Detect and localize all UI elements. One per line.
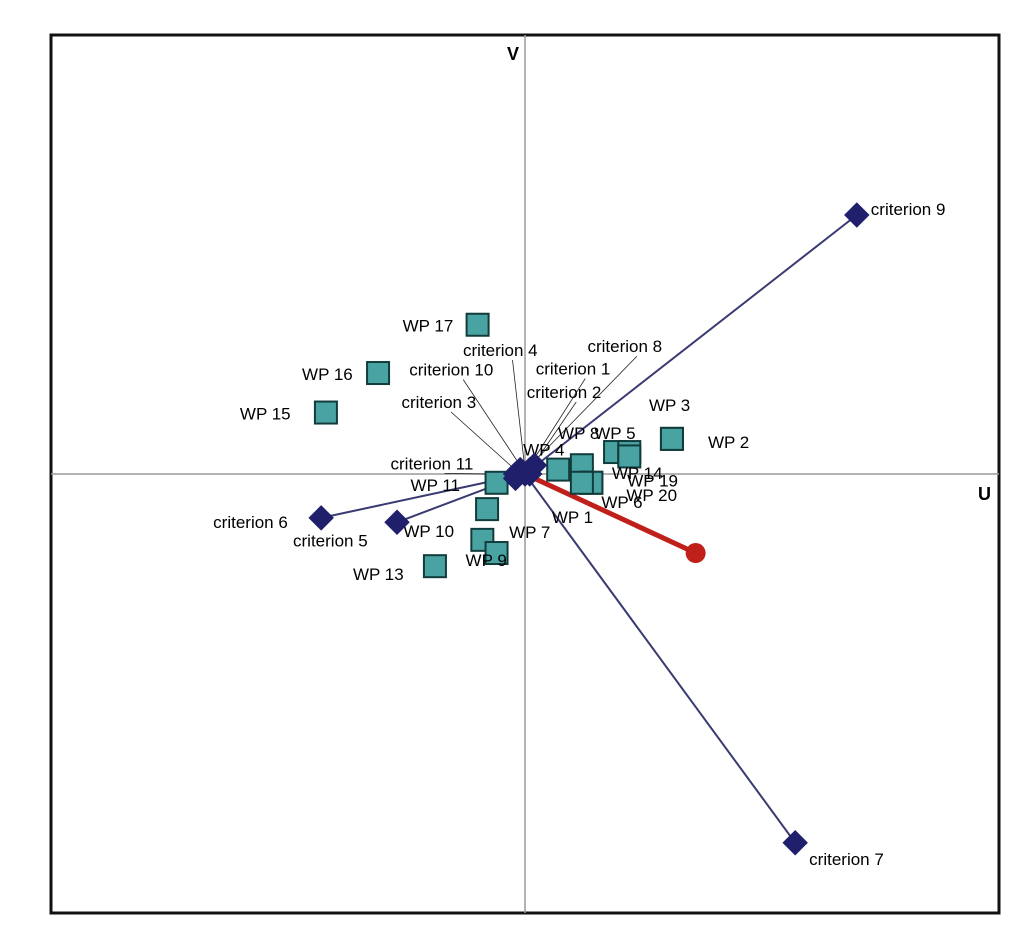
wp-16-marker: [366, 361, 391, 386]
criterion-7-marker: [782, 830, 808, 856]
wp-8-label: WP 8: [558, 424, 599, 443]
criterion-4-leader: [512, 359, 526, 471]
wp-16-label: WP 16: [302, 365, 353, 384]
criterion-1-label: criterion 1: [536, 360, 611, 379]
decision-axis: [523, 471, 706, 564]
criterion-7-label: criterion 7: [809, 850, 884, 869]
wp-17-marker: [465, 312, 490, 337]
criterion-7-line: [524, 473, 796, 844]
criterion-5-marker: [384, 509, 410, 536]
criterion-2-label: criterion 2: [527, 383, 602, 402]
wp-17-label: WP 17: [403, 317, 454, 336]
criterion-5-label: criterion 5: [293, 531, 368, 550]
wp-9-marker: [484, 541, 509, 566]
wp-10-label: WP 10: [403, 522, 454, 541]
wp-1-marker: [569, 470, 594, 495]
criterion-4-label: criterion 4: [463, 341, 538, 360]
wp-2-marker: [659, 426, 684, 451]
criterion-10-leader: [462, 379, 521, 466]
wp-19-marker: [617, 444, 642, 469]
wp-20-label: WP 20: [626, 486, 677, 505]
u-axis-label: U: [978, 484, 991, 504]
wp-7-label: WP 7: [509, 523, 550, 542]
wp-13-marker: [422, 554, 447, 579]
criterion-11-label: criterion 11: [391, 454, 474, 473]
decision-axis-line: [523, 471, 697, 556]
criterion-6-label: criterion 6: [213, 513, 288, 532]
criterion-11-marker: [502, 465, 529, 492]
wp-13-label: WP 13: [353, 565, 404, 584]
criterion-9-line: [524, 214, 858, 475]
criterion-10-label: criterion 10: [409, 361, 493, 380]
wp-2-label: WP 2: [708, 433, 749, 452]
wp-3-label: WP 3: [649, 396, 690, 415]
criterion-9-label: criterion 9: [871, 200, 946, 219]
wp-5-label: WP 5: [594, 424, 635, 443]
wp-19-label: WP 19: [627, 471, 678, 490]
wp-6-label: WP 6: [601, 493, 642, 512]
criterion-8-label: criterion 8: [587, 337, 662, 356]
decision-axis-endpoint: [685, 543, 706, 564]
wp-4-label: WP 4: [523, 441, 564, 460]
wp-9-label: WP 9: [466, 551, 507, 570]
criterion-3-label: criterion 3: [402, 393, 477, 412]
criterion-1-leader: [529, 378, 586, 466]
criterion-9-marker: [844, 202, 870, 228]
criterion-8-leader: [534, 355, 638, 462]
wp-14-label: WP 14: [612, 464, 663, 483]
wp-7-marker: [475, 497, 500, 522]
wp-4-marker: [546, 457, 571, 482]
wp-15-marker: [313, 400, 338, 425]
v-axis-label: V: [507, 44, 519, 64]
criterion-3-leader: [450, 411, 516, 471]
wp-1-label: WP 1: [552, 508, 593, 527]
criterion-6-marker: [308, 505, 334, 531]
alternatives-layer: WP 17 WP 16 WP 15 WP 3 WP 8WP 5 WP 2 WP 19 WP 4…: [240, 312, 749, 584]
criteria-layer: criterion 9 criterion 7 criterion 6 criteri…: [213, 200, 945, 869]
wp-15-label: WP 15: [240, 405, 291, 424]
wp-11-label: WP 11: [411, 476, 460, 495]
